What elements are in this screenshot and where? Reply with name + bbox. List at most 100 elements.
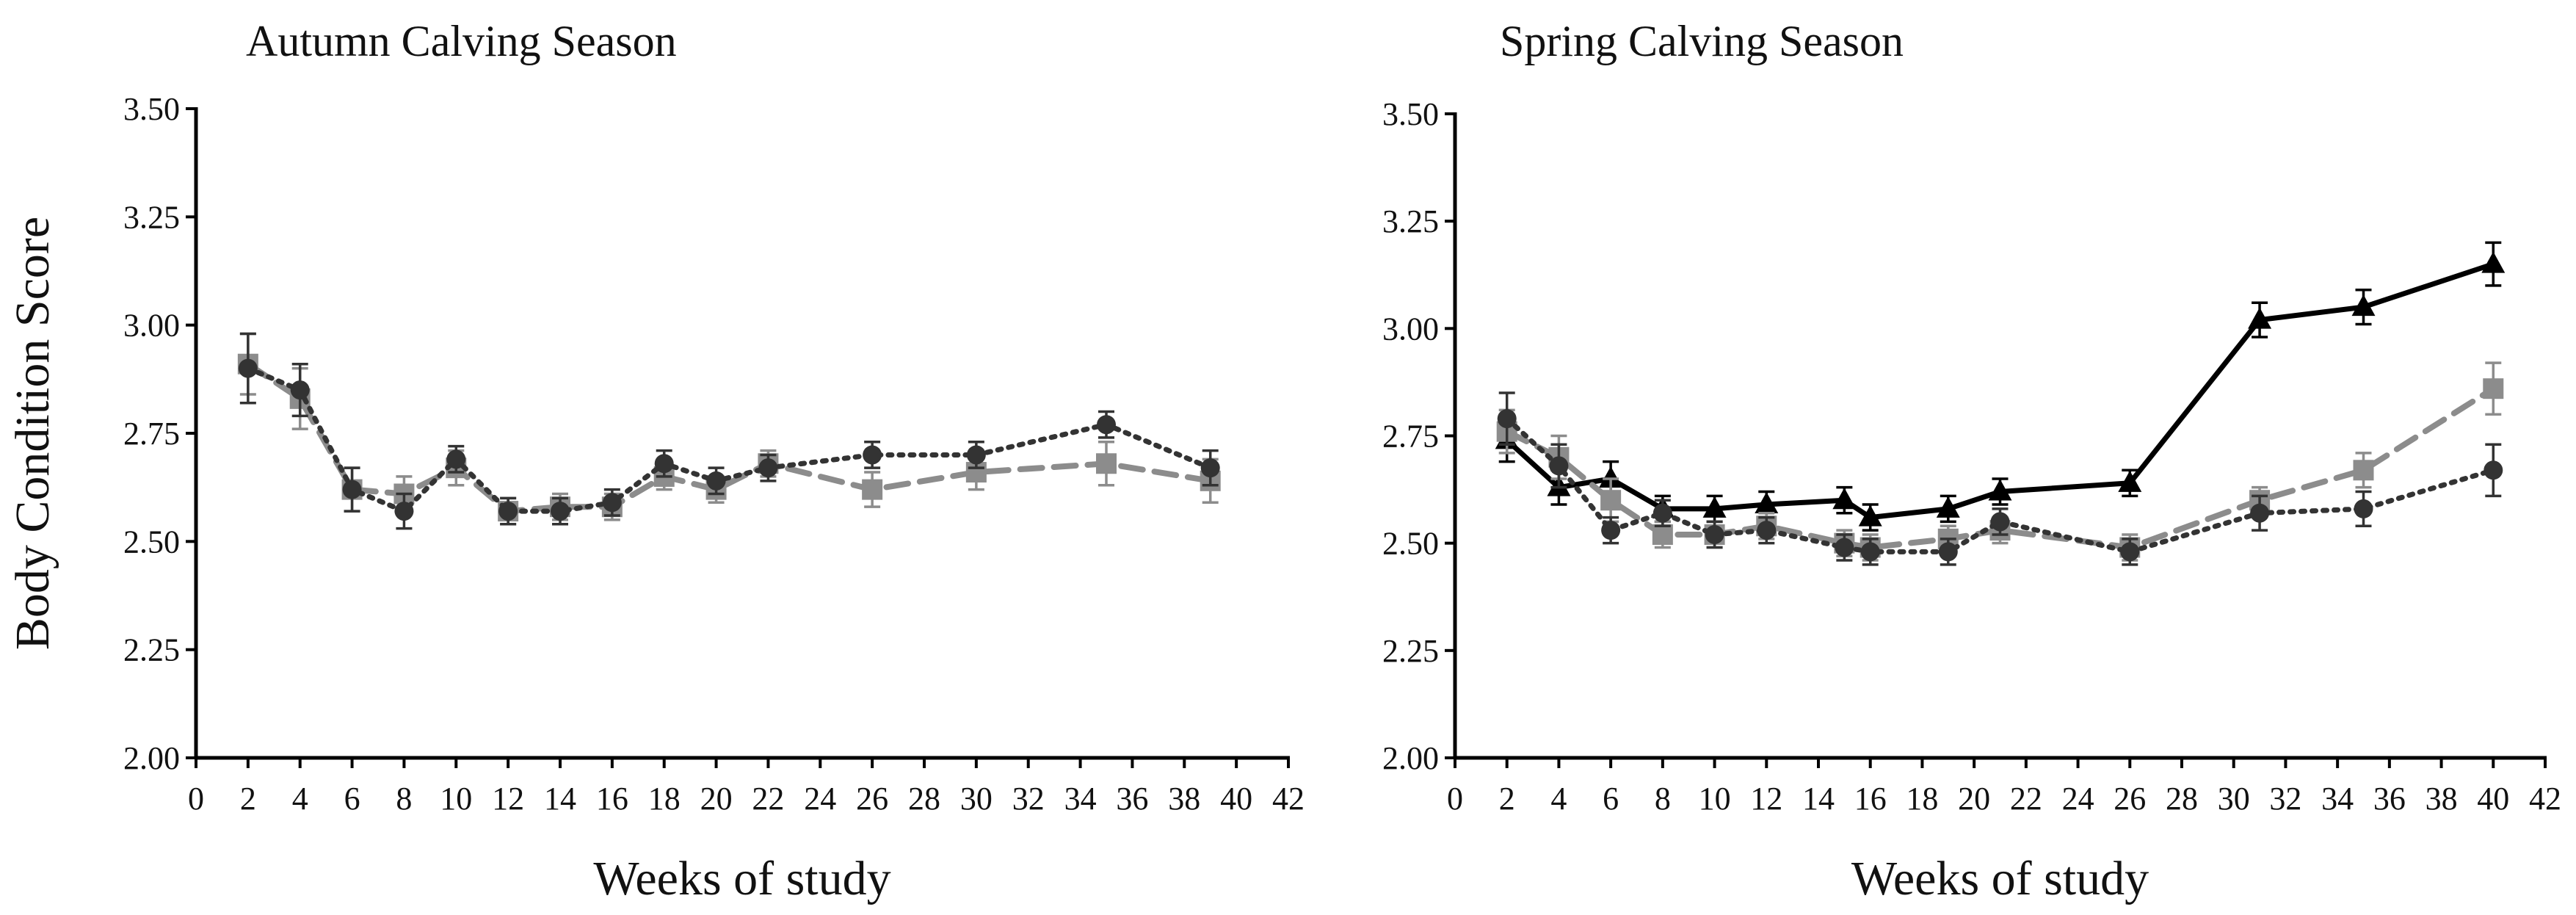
- data-point: [1600, 490, 1622, 511]
- data-point: [758, 458, 778, 478]
- x-tick-label: 36: [2373, 781, 2406, 817]
- spring-chart: Spring Calving Season 2.00 2.25 2.50 2.75 3.0…: [1382, 17, 2561, 905]
- x-tick-label: 22: [752, 781, 784, 817]
- x-tick-label: 34: [1064, 781, 1097, 817]
- x-tick-label: 24: [804, 781, 836, 817]
- y-tick-label: 2.75: [1382, 419, 1439, 455]
- data-point: [342, 480, 362, 499]
- data-point: [2250, 503, 2270, 523]
- data-point: [1835, 538, 1854, 557]
- x-tick-label: 28: [2166, 781, 2198, 817]
- data-point: [1832, 488, 1857, 510]
- data-point: [551, 502, 570, 521]
- data-point: [1988, 479, 2012, 501]
- x-tick-label: 6: [344, 781, 360, 817]
- x-tick-label: 18: [1906, 781, 1938, 817]
- data-point: [2120, 542, 2140, 562]
- x-tick-label: 10: [440, 781, 472, 817]
- x-tick-label: 42: [1272, 781, 1305, 817]
- x-tick-label: 26: [2114, 781, 2146, 817]
- x-tick-label: 30: [2218, 781, 2250, 817]
- x-tick-label: 4: [292, 781, 308, 817]
- x-tick-label: 30: [960, 781, 993, 817]
- data-point: [1936, 496, 1960, 518]
- x-tick-label: 6: [1603, 781, 1619, 817]
- data-point: [2118, 470, 2142, 492]
- x-tick-label: 38: [1168, 781, 1200, 817]
- data-point: [238, 358, 258, 378]
- x-tick-label: 26: [856, 781, 888, 817]
- data-point: [2481, 251, 2506, 273]
- x-tick-label: 12: [492, 781, 524, 817]
- x-tick-label: 22: [2010, 781, 2042, 817]
- x-tick-label: 32: [2269, 781, 2301, 817]
- data-point: [602, 493, 622, 513]
- chart-title: Spring Calving Season: [1500, 17, 1904, 65]
- data-point: [1200, 458, 1220, 478]
- y-tick-label: 2.25: [1382, 633, 1439, 669]
- y-axis-label: Body Condition Score: [6, 217, 59, 650]
- y-tick-label: 2.50: [123, 524, 180, 560]
- x-tick-label: 20: [1958, 781, 1990, 817]
- data-point: [1549, 456, 1569, 476]
- x-tick-label: 0: [188, 781, 204, 817]
- data-point: [2248, 307, 2272, 329]
- data-point: [1860, 542, 1880, 562]
- x-axis-label: Weeks of study: [593, 852, 890, 905]
- data-point: [290, 380, 310, 400]
- y-tick-label: 2.25: [123, 632, 180, 668]
- x-tick-label: 40: [1220, 781, 1252, 817]
- data-point: [1757, 521, 1777, 540]
- series-dark-circle-dotted: [1497, 391, 2503, 566]
- data-point: [1097, 415, 1116, 435]
- data-point: [2351, 294, 2376, 317]
- x-tick-label: 36: [1116, 781, 1148, 817]
- data-point: [1652, 503, 1672, 523]
- x-tick-label: 12: [1750, 781, 1782, 817]
- x-tick-label: 4: [1550, 781, 1567, 817]
- x-tick-label: 28: [908, 781, 940, 817]
- x-tick-label: 18: [648, 781, 681, 817]
- data-point: [1755, 492, 1779, 514]
- x-tick-label: 8: [1655, 781, 1671, 817]
- data-point: [2483, 378, 2504, 399]
- y-tick-label: 3.50: [123, 91, 180, 127]
- data-point: [863, 445, 882, 465]
- data-point: [1938, 542, 1958, 562]
- x-tick-label: 32: [1012, 781, 1045, 817]
- x-tick-label: 8: [396, 781, 412, 817]
- y-tick-label: 2.00: [1382, 740, 1439, 776]
- data-point: [1599, 466, 1623, 488]
- y-tick-label: 2.00: [123, 740, 180, 776]
- x-tick-label: 42: [2529, 781, 2561, 817]
- x-tick-label: 24: [2062, 781, 2094, 817]
- y-tick-label: 3.00: [1382, 311, 1439, 347]
- x-tick-label: 14: [544, 781, 576, 817]
- data-point: [1990, 512, 2010, 532]
- x-tick-label: 40: [2477, 781, 2509, 817]
- data-point: [394, 502, 414, 521]
- y-tick-label: 3.50: [1382, 96, 1439, 132]
- series-line: [1504, 416, 2496, 554]
- data-point: [1652, 524, 1673, 545]
- y-tick-label: 2.75: [123, 416, 180, 452]
- y-tick-label: 3.00: [123, 308, 180, 344]
- data-point: [1601, 521, 1621, 540]
- x-tick-label: 34: [2321, 781, 2354, 817]
- data-point: [966, 445, 986, 465]
- data-point: [1702, 496, 1727, 518]
- data-point: [862, 479, 883, 500]
- x-tick-label: 2: [1499, 781, 1515, 817]
- data-point: [1096, 453, 1117, 474]
- data-point: [654, 454, 674, 474]
- x-tick-label: 20: [700, 781, 733, 817]
- y-tick-label: 2.50: [1382, 526, 1439, 562]
- autumn-chart: Autumn Calving Season 2.00 2.25 2.50 2.75 3.0…: [6, 17, 1305, 905]
- x-tick-label: 0: [1447, 781, 1463, 817]
- data-point: [446, 449, 466, 469]
- x-tick-label: 2: [240, 781, 256, 817]
- data-point: [1705, 524, 1724, 544]
- y-tick-label: 3.25: [1382, 203, 1439, 239]
- x-axis-label: Weeks of study: [1851, 852, 2149, 905]
